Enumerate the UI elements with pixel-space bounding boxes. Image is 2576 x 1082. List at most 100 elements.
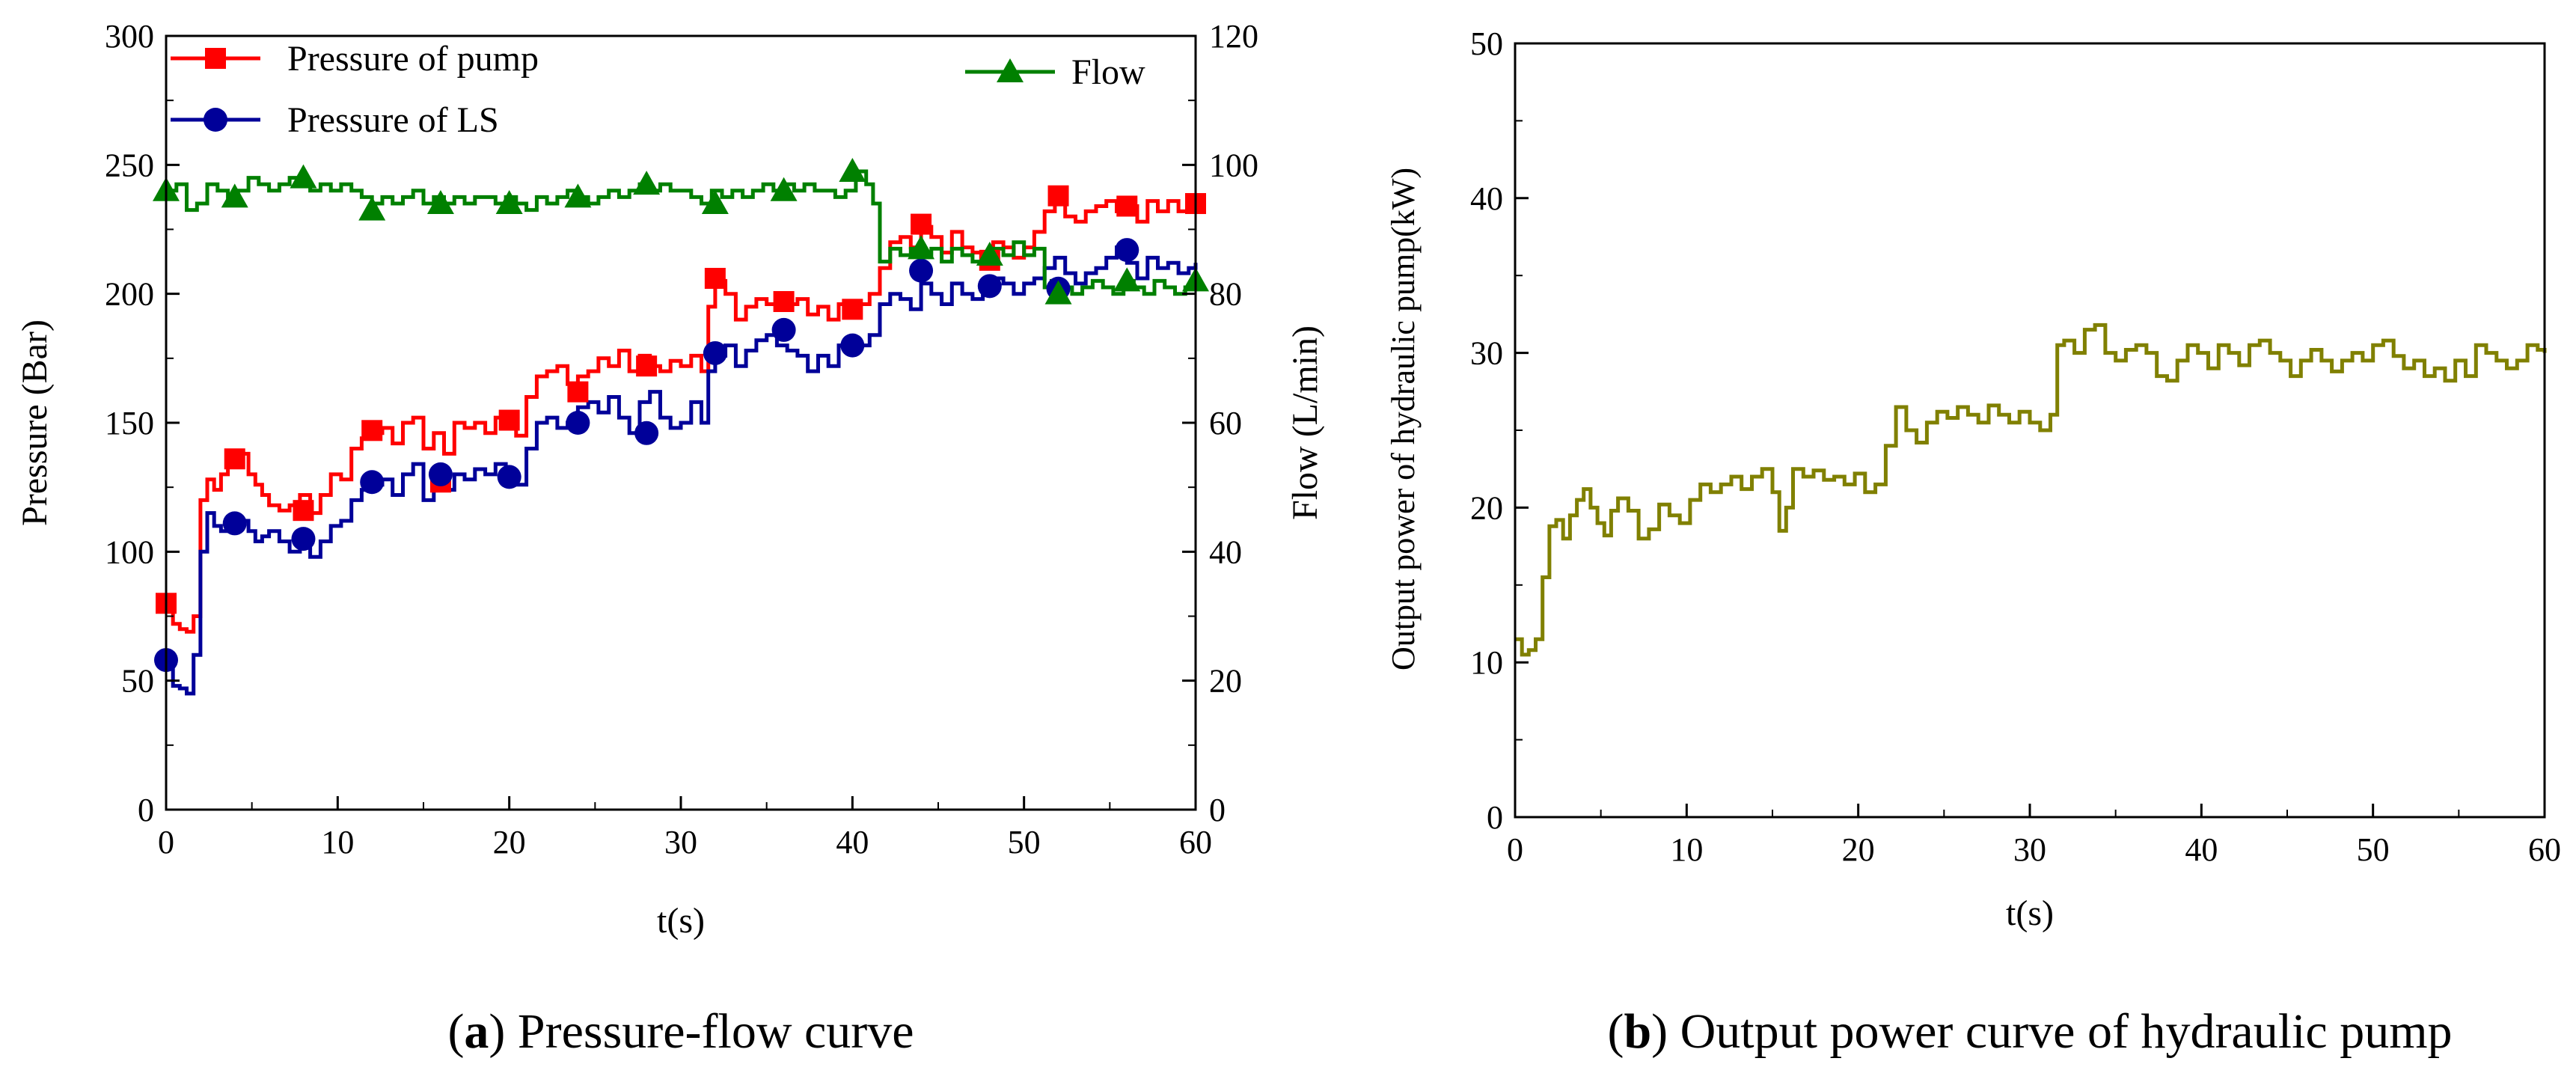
marker-ls-pressure bbox=[497, 465, 521, 489]
panel-a-y-tick-label: 300 bbox=[105, 18, 154, 55]
panel-b-y-tick-label: 10 bbox=[1470, 644, 1503, 681]
panel-a-y-axis-label: Pressure (Bar) bbox=[15, 320, 55, 526]
marker-pump-pressure bbox=[361, 420, 383, 441]
marker-ls-pressure bbox=[222, 511, 247, 536]
panel-b-series-layer bbox=[1515, 323, 2547, 657]
marker-pump-pressure bbox=[1116, 195, 1138, 217]
legend-item-pressure-of-pump: Pressure of pump bbox=[171, 39, 539, 79]
caption-b-text: Output power curve of hydraulic pump bbox=[1680, 1004, 2453, 1059]
marker-flow bbox=[1113, 267, 1141, 292]
legend-label-flow: Flow bbox=[1071, 52, 1145, 92]
caption-a-letter: a bbox=[464, 1004, 489, 1059]
legend-label-pressure-of-pump: Pressure of pump bbox=[287, 39, 539, 79]
marker-ls-pressure bbox=[771, 317, 796, 342]
marker-flow bbox=[839, 157, 866, 182]
marker-pump-pressure bbox=[842, 299, 863, 320]
marker-flow bbox=[221, 183, 248, 208]
caption-a-text: Pressure-flow curve bbox=[518, 1004, 914, 1059]
panel-b-y-axis-label: Output power of hydraulic pump(kW) bbox=[1385, 168, 1422, 670]
marker-flow bbox=[976, 241, 1003, 266]
marker-ls-pressure bbox=[428, 462, 453, 486]
marker-ls-pressure bbox=[1115, 238, 1139, 263]
marker-flow bbox=[633, 171, 661, 195]
marker-flow bbox=[564, 183, 592, 208]
marker-flow bbox=[1044, 280, 1072, 305]
panel-b-plot-frame bbox=[1514, 42, 2546, 819]
marker-pump-pressure bbox=[911, 213, 932, 235]
panel-b-x-axis-label: t(s) bbox=[2006, 893, 2054, 933]
panel-b-y-tick-label: 0 bbox=[1487, 799, 1503, 836]
panel-a-y-tick-label: 200 bbox=[105, 276, 154, 313]
panel-a-y2-tick-label: 120 bbox=[1209, 18, 1258, 55]
panel-a-y2-tick-label: 60 bbox=[1209, 405, 1242, 441]
panel-b-x-tick-label: 20 bbox=[1842, 831, 1875, 868]
legend-swatch-ls-circle-marker bbox=[204, 108, 227, 132]
marker-ls-pressure bbox=[360, 470, 385, 495]
series-line-pump-pressure bbox=[166, 199, 1198, 634]
panel-b-x-ticks: 0 10 20 30 40 50 60 bbox=[1507, 804, 2561, 868]
marker-pump-pressure bbox=[293, 500, 314, 522]
panel-a-y2-axis-label: Flow (L/min) bbox=[1285, 325, 1325, 520]
legend-swatch-pump-square-marker bbox=[205, 48, 226, 69]
panel-a-x-tick-label: 50 bbox=[1008, 824, 1041, 861]
panel-b-output-power-chart: 0 10 20 30 40 50 60 0 10 20 30 40 50 t(s) Output po… bbox=[1385, 25, 2561, 933]
panel-b-y-ticks: 0 10 20 30 40 50 bbox=[1470, 25, 1529, 836]
marker-flow bbox=[358, 196, 386, 221]
panel-b-x-tick-label: 60 bbox=[2528, 831, 2561, 868]
series-line-output-power bbox=[1515, 323, 2547, 657]
legend-label-pressure-of-ls: Pressure of LS bbox=[287, 100, 499, 140]
marker-flow bbox=[426, 190, 454, 215]
panel-a-x-tick-label: 40 bbox=[836, 824, 869, 861]
panel-a-y-tick-label: 250 bbox=[105, 147, 154, 183]
caption-b: (b) Output power curve of hydraulic pump bbox=[1607, 1004, 2452, 1059]
panel-a-y2-tick-label: 0 bbox=[1209, 792, 1226, 828]
panel-a-x-axis-label: t(s) bbox=[657, 901, 705, 941]
panel-a-y2-tick-label: 40 bbox=[1209, 534, 1242, 570]
legend-item-flow: Flow bbox=[965, 52, 1145, 92]
marker-ls-pressure bbox=[703, 340, 727, 365]
panel-a-y2-tick-label: 100 bbox=[1209, 147, 1258, 183]
panel-a-y2-tick-label: 80 bbox=[1209, 276, 1242, 313]
marker-pump-pressure bbox=[498, 409, 520, 431]
panel-a-y-tick-label: 50 bbox=[121, 663, 154, 700]
panel-a-legend: Pressure of pump Pressure of LS Flow bbox=[171, 39, 1145, 140]
panel-a-y-tick-label: 0 bbox=[138, 792, 154, 828]
marker-ls-pressure bbox=[909, 258, 934, 283]
panel-b-y-tick-label: 20 bbox=[1470, 489, 1503, 526]
marker-pump-pressure bbox=[704, 267, 726, 289]
marker-pump-pressure bbox=[1047, 185, 1069, 207]
panel-a-x-tick-label: 0 bbox=[158, 824, 174, 861]
marker-ls-pressure bbox=[291, 527, 316, 551]
panel-a-x-tick-label: 10 bbox=[321, 824, 354, 861]
marker-ls-pressure bbox=[840, 333, 865, 358]
panel-a-y2-tick-label: 20 bbox=[1209, 663, 1242, 700]
legend-swatch-flow-triangle-marker bbox=[997, 58, 1024, 82]
panel-a-y2-ticks: 0 20 40 60 80 100 120 bbox=[1182, 18, 1258, 828]
caption-a: (a) Pressure-flow curve bbox=[447, 1004, 914, 1059]
panel-b-x-tick-label: 40 bbox=[2185, 831, 2218, 868]
series-line-ls-pressure bbox=[166, 245, 1198, 696]
panel-a-pressure-flow-chart: 0 10 20 30 40 50 60 0 50 100 150 200 250 300 0 20 40 60… bbox=[15, 18, 1325, 941]
panel-b-x-tick-label: 30 bbox=[2013, 831, 2046, 868]
marker-flow bbox=[701, 190, 729, 215]
marker-flow bbox=[495, 190, 523, 215]
marker-flow bbox=[290, 164, 317, 189]
panel-a-x-tick-label: 20 bbox=[493, 824, 526, 861]
panel-a-y-ticks: 0 50 100 150 200 250 300 bbox=[105, 18, 180, 828]
panel-a-markers-layer bbox=[153, 157, 1209, 673]
panel-a-y-tick-label: 150 bbox=[105, 405, 154, 441]
caption-b-letter: b bbox=[1624, 1004, 1651, 1059]
marker-flow bbox=[770, 177, 798, 201]
marker-ls-pressure bbox=[566, 411, 590, 435]
panel-a-series-layer bbox=[166, 169, 1198, 696]
panel-b-x-tick-label: 50 bbox=[2357, 831, 2390, 868]
marker-ls-pressure bbox=[977, 274, 1002, 299]
series-line-flow bbox=[166, 169, 1198, 296]
marker-pump-pressure bbox=[567, 381, 589, 403]
marker-pump-pressure bbox=[773, 291, 795, 313]
panel-a-x-ticks: 0 10 20 30 40 50 60 bbox=[158, 796, 1212, 861]
panel-a-y-tick-label: 100 bbox=[105, 534, 154, 570]
marker-pump-pressure bbox=[224, 448, 245, 470]
panel-b-x-tick-label: 10 bbox=[1670, 831, 1703, 868]
